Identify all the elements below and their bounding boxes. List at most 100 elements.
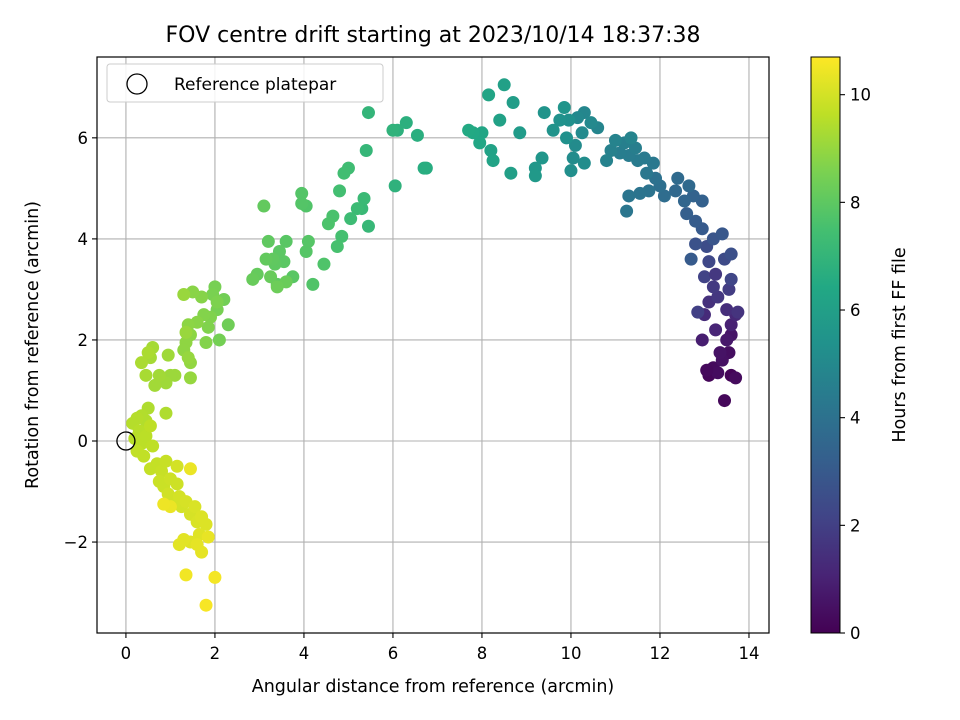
data-point: [633, 186, 647, 200]
data-point: [301, 234, 315, 248]
data-point: [684, 252, 698, 266]
data-point: [695, 333, 709, 347]
data-point: [724, 247, 738, 261]
plot-frame: [96, 56, 770, 634]
reference-platepar-marker: [116, 431, 136, 451]
data-point: [731, 305, 745, 319]
data-point: [513, 126, 527, 140]
data-point: [724, 272, 738, 286]
y-tick-label: 6: [78, 129, 89, 148]
data-point: [640, 166, 654, 180]
data-point: [137, 449, 151, 463]
data-point: [568, 138, 582, 152]
x-tick-label: 6: [388, 644, 399, 663]
data-point: [155, 464, 169, 478]
data-point: [702, 255, 716, 269]
colorbar-tick-label: 6: [850, 301, 861, 320]
y-tick-label: 0: [78, 432, 89, 451]
data-point: [159, 406, 173, 420]
chart-title: FOV centre drift starting at 2023/10/14 …: [166, 23, 701, 48]
data-point: [624, 131, 638, 145]
data-point: [560, 131, 574, 145]
data-point: [317, 257, 331, 271]
colorbar-tick-label: 4: [850, 409, 861, 428]
data-point: [357, 191, 371, 205]
data-point: [680, 207, 694, 221]
data-point: [506, 95, 520, 109]
data-point: [504, 166, 518, 180]
colorbar: 0 2 4 6 8 10 Hours from first FF file: [810, 56, 910, 643]
x-tick-label: 10: [560, 644, 581, 663]
data-point: [720, 303, 734, 317]
data-point: [553, 113, 567, 127]
colorbar-tick-label: 10: [850, 86, 871, 105]
data-point: [261, 234, 275, 248]
data-point: [201, 320, 215, 334]
data-point: [279, 234, 293, 248]
data-point: [139, 429, 153, 443]
data-point: [179, 325, 193, 339]
data-point: [608, 133, 622, 147]
colorbar-tick-label: 2: [850, 516, 861, 535]
data-point: [564, 164, 578, 178]
data-point: [183, 371, 197, 385]
x-tick-label: 2: [210, 644, 221, 663]
data-point: [706, 280, 720, 294]
data-point: [484, 143, 498, 157]
data-point: [159, 454, 173, 468]
data-point: [399, 116, 413, 130]
data-point: [546, 123, 560, 137]
data-point: [622, 189, 636, 203]
data-point: [410, 128, 424, 142]
y-tick-label: 2: [78, 331, 89, 350]
x-tick-label: 12: [649, 644, 670, 663]
data-point: [697, 270, 711, 284]
data-point: [199, 335, 213, 349]
data-point: [299, 245, 313, 259]
data-point: [537, 106, 551, 120]
data-point: [350, 202, 364, 216]
data-point: [486, 154, 500, 168]
data-point: [528, 169, 542, 183]
data-point: [335, 229, 349, 243]
data-point: [161, 348, 175, 362]
data-points: [126, 78, 745, 612]
data-point: [270, 280, 284, 294]
data-point: [330, 239, 344, 253]
data-point: [557, 101, 571, 115]
y-tick-label: 4: [78, 230, 89, 249]
data-point: [691, 305, 705, 319]
data-point: [143, 462, 157, 476]
data-point: [306, 277, 320, 291]
data-point: [715, 227, 729, 241]
data-point: [584, 116, 598, 130]
legend-label: Reference platepar: [174, 75, 336, 95]
colorbar-ticks: 0 2 4 6 8 10: [840, 86, 871, 643]
data-point: [497, 78, 511, 92]
data-point: [208, 570, 222, 584]
legend: Reference platepar: [106, 63, 384, 103]
data-point: [600, 154, 614, 168]
data-point: [711, 366, 725, 380]
data-point: [462, 123, 476, 137]
axis-ticks: 0 2 4 6 8 10 12 14 −2 0 2 4 6: [64, 129, 760, 663]
data-point: [657, 189, 671, 203]
colorbar-label: Hours from first FF file: [890, 247, 910, 442]
data-point: [493, 113, 507, 127]
data-point: [141, 346, 155, 360]
data-point: [359, 143, 373, 157]
data-point: [575, 126, 589, 140]
data-point: [259, 252, 273, 266]
data-point: [566, 151, 580, 165]
data-point: [170, 459, 184, 473]
data-point: [717, 394, 731, 408]
data-point: [179, 568, 193, 582]
data-point: [183, 462, 197, 476]
data-point: [295, 186, 309, 200]
x-tick-label: 8: [477, 644, 488, 663]
data-point: [361, 219, 375, 233]
data-point: [729, 371, 743, 385]
data-point: [386, 123, 400, 137]
data-point: [199, 517, 213, 531]
